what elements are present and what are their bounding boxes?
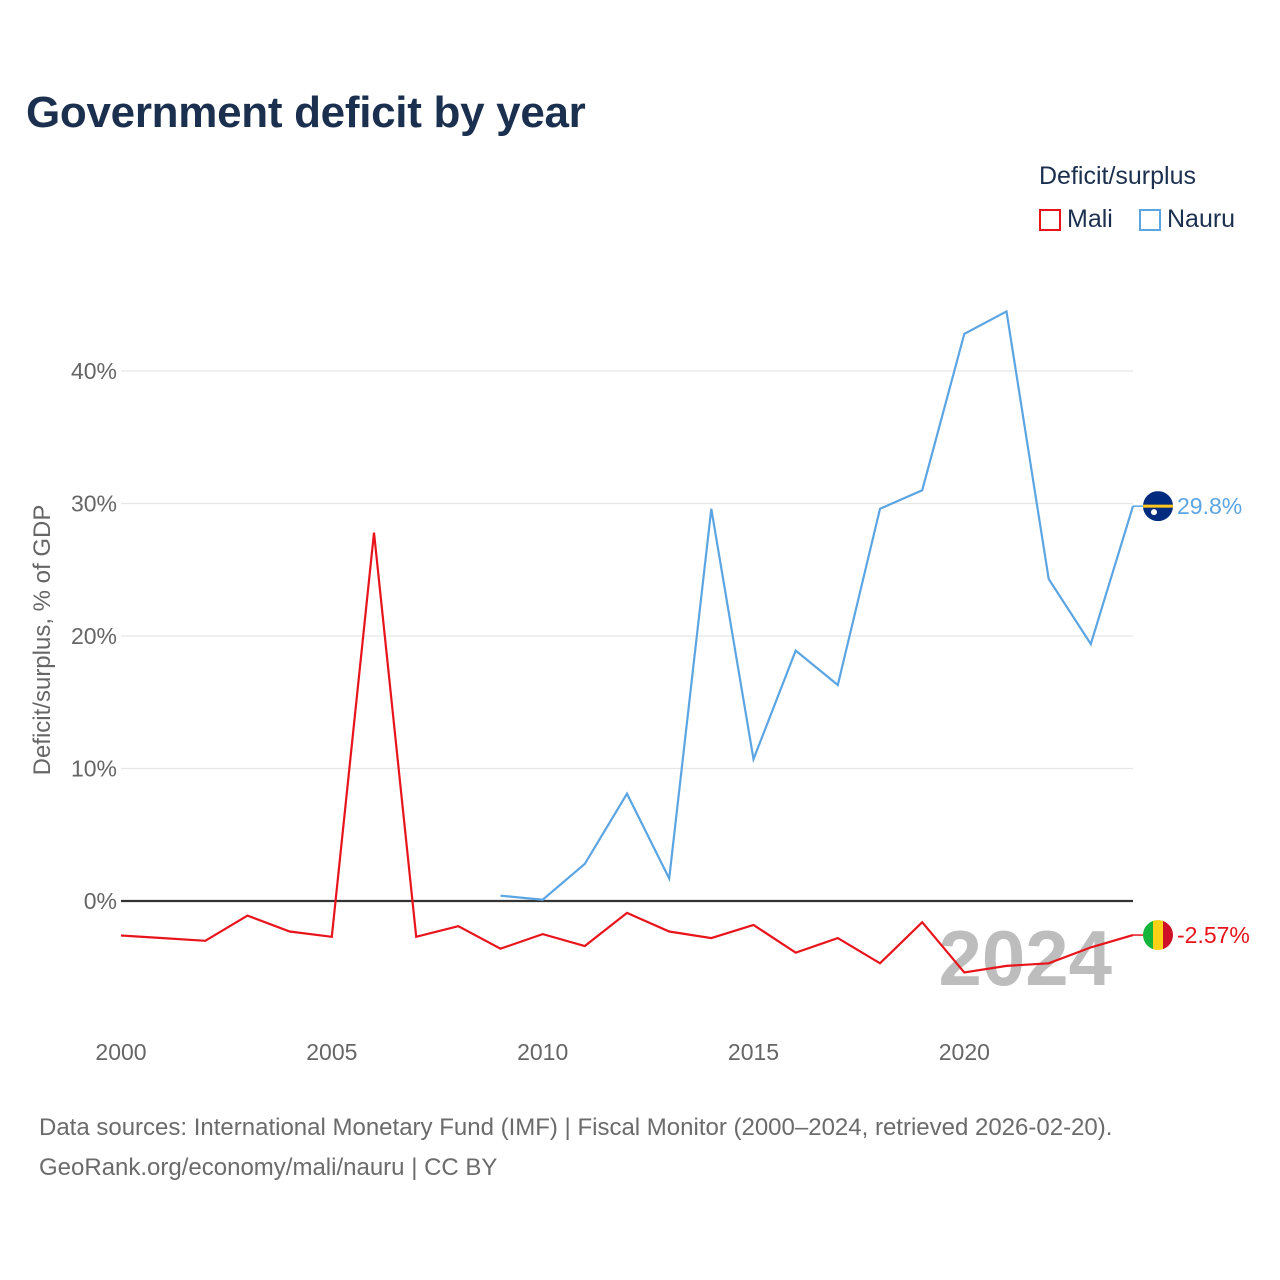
y-axis-title: Deficit/surplus, % of GDP	[29, 505, 56, 776]
source-line-2[interactable]: GeoRank.org/economy/mali/nauru | CC BY	[39, 1154, 498, 1181]
x-tick-label: 2005	[306, 1039, 357, 1065]
flag-stripe-yellow	[1153, 920, 1163, 951]
legend-label-nauru: Nauru	[1167, 205, 1236, 233]
series-end-markers: -2.57% 29.8%	[1133, 491, 1250, 951]
source-line-1: Data sources: International Monetary Fun…	[39, 1114, 1113, 1141]
legend-title: Deficit/surplus	[1039, 162, 1196, 190]
y-axis-ticks: 0% 10% 20% 30% 40%	[71, 358, 117, 914]
y-tick-label: 10%	[71, 756, 117, 782]
chart-title: Government deficit by year	[26, 88, 586, 137]
legend-swatch-nauru	[1139, 208, 1161, 231]
flag-stripe-green	[1143, 920, 1153, 951]
series-line-mali	[120, 532, 1134, 974]
legend-label-mali: Mali	[1067, 205, 1113, 233]
line-chart: 0% 10% 20% 30% 40% 2000 2005 2010 2015 2020 Defi…	[29, 309, 1250, 1065]
x-tick-label: 2020	[939, 1039, 990, 1065]
y-tick-label: 30%	[71, 491, 117, 517]
y-tick-label: 0%	[84, 888, 117, 914]
current-year-watermark: 2024	[938, 914, 1112, 1002]
y-tick-label: 40%	[71, 358, 117, 384]
flag-body	[1143, 920, 1173, 951]
end-value-label-mali: -2.57%	[1177, 922, 1250, 948]
end-value-label-nauru: 29.8%	[1177, 493, 1242, 519]
x-tick-label: 2000	[95, 1039, 146, 1065]
legend-item-mali[interactable]: Mali	[1039, 205, 1113, 234]
x-tick-label: 2010	[517, 1039, 568, 1065]
flag-stripe-red	[1163, 920, 1173, 951]
flag-stripe-yellow	[1143, 504, 1173, 508]
series-lines	[120, 309, 1135, 974]
nauru-flag-icon	[1143, 491, 1173, 522]
y-tick-label: 20%	[71, 623, 117, 649]
mali-flag-icon	[1143, 920, 1173, 951]
legend-item-nauru[interactable]: Nauru	[1139, 205, 1235, 234]
source-note: Data sources: International Monetary Fun…	[39, 1108, 1112, 1188]
x-tick-label: 2015	[728, 1039, 779, 1065]
flag-star	[1151, 509, 1157, 516]
series-line-nauru	[500, 309, 1135, 901]
legend-swatch-mali	[1039, 208, 1061, 231]
grid-lines	[121, 370, 1133, 770]
x-axis-ticks: 2000 2005 2010 2015 2020	[95, 1039, 990, 1065]
flag-body	[1143, 491, 1173, 522]
